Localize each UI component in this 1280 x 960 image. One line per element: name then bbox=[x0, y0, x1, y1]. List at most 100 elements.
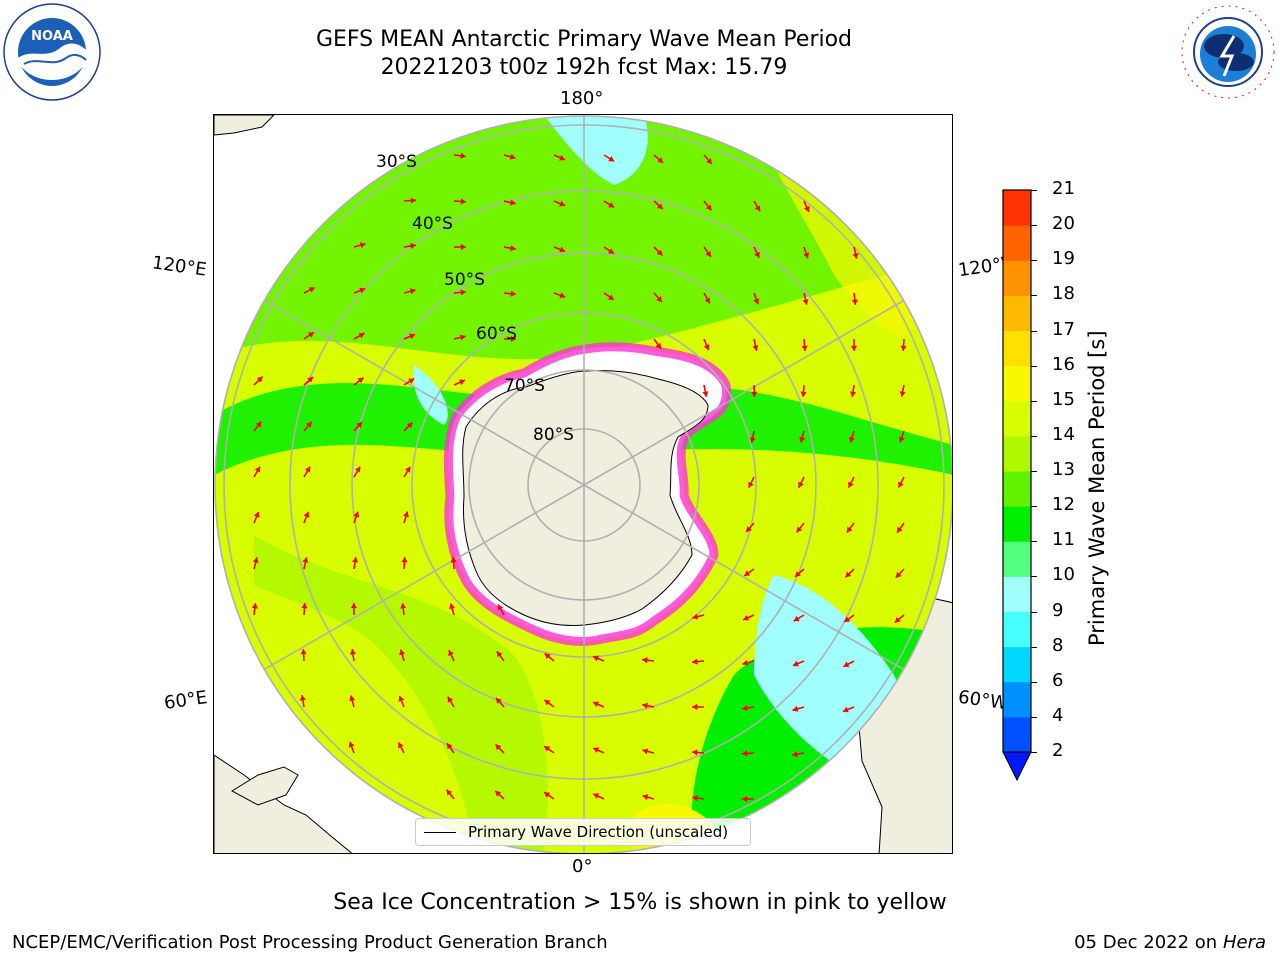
wave-arrow-head bbox=[742, 795, 748, 803]
colorbar-tick-label: 17 bbox=[1052, 318, 1075, 340]
wave-arrow-head bbox=[803, 206, 810, 212]
colorbar-tick-label: 15 bbox=[1052, 388, 1075, 410]
wave-arrow-head bbox=[409, 333, 416, 340]
colorbar-band bbox=[1003, 330, 1031, 367]
wave-arrow-head bbox=[798, 481, 804, 488]
legend-line-swatch bbox=[424, 832, 456, 833]
wave-arrow-head bbox=[510, 290, 516, 297]
sea-ice-caption: Sea Ice Concentration > 15% is shown in … bbox=[333, 890, 947, 915]
wave-arrow-head bbox=[256, 376, 263, 383]
colorbar-tick-label: 12 bbox=[1052, 494, 1075, 516]
map-title: GEFS MEAN Antarctic Primary Wave Mean Pe… bbox=[315, 27, 853, 52]
antarctica bbox=[443, 342, 731, 646]
wave-arrow-head bbox=[848, 481, 854, 488]
wave-arrow-head bbox=[656, 249, 663, 256]
colorbar-band bbox=[1003, 365, 1031, 402]
wave-arrow-head bbox=[842, 706, 849, 713]
wave-arrow-head bbox=[796, 526, 803, 533]
wave-arrow-head bbox=[447, 696, 454, 703]
colorbar-label: Primary Wave Mean Period [s] bbox=[1085, 330, 1109, 646]
lon-label-180: 180° bbox=[560, 88, 604, 109]
wave-direction-arrows bbox=[251, 152, 907, 803]
wave-arrow-head bbox=[898, 481, 904, 488]
legend-label: Primary Wave Direction (unscaled) bbox=[468, 823, 729, 841]
wave-arrow-head bbox=[746, 526, 752, 533]
wave-arrow-head bbox=[408, 378, 415, 384]
lon-label-0: 0° bbox=[572, 856, 593, 877]
wave-arrow-head bbox=[544, 746, 551, 752]
colorbar bbox=[1002, 189, 1032, 782]
wave-arrow-head bbox=[655, 342, 662, 349]
wave-arrow-head bbox=[357, 377, 364, 384]
svg-text:NOAA: NOAA bbox=[31, 29, 73, 44]
wave-arrow-head bbox=[742, 704, 748, 712]
colorbar-tick-label: 6 bbox=[1052, 669, 1064, 691]
wave-arrow-head bbox=[754, 251, 760, 258]
wave-arrow-head bbox=[305, 421, 312, 428]
wave-arrow-head bbox=[302, 557, 309, 563]
wave-arrow-head bbox=[410, 242, 416, 250]
wave-arrow-head bbox=[460, 152, 466, 159]
wave-arrow-head bbox=[403, 511, 409, 518]
wave-arrow-head bbox=[307, 332, 314, 338]
wave-arrow-head bbox=[253, 511, 260, 518]
colorbar-tick-label: 9 bbox=[1052, 599, 1064, 621]
wave-arrow-head bbox=[895, 571, 902, 578]
wave-arrow-head bbox=[559, 200, 566, 207]
wave-arrow-head bbox=[398, 742, 404, 749]
wave-arrow-head bbox=[592, 701, 599, 708]
wave-arrow-head bbox=[544, 653, 551, 660]
wave-arrow-head bbox=[359, 287, 366, 294]
colorbar-tick-mark bbox=[1031, 716, 1037, 718]
wave-arrow-head bbox=[846, 526, 853, 533]
wave-arrow-head bbox=[356, 422, 363, 428]
colorbar-band bbox=[1003, 576, 1031, 612]
wave-arrow-head bbox=[496, 698, 502, 704]
wave-arrow-head bbox=[706, 158, 712, 165]
wave-arrow-head bbox=[448, 650, 454, 657]
wave-arrow-head bbox=[749, 437, 756, 443]
wave-arrow-head bbox=[459, 379, 465, 386]
colorbar-band bbox=[1003, 435, 1031, 472]
wave-arrow-head bbox=[800, 391, 807, 397]
wave-arrow-head bbox=[593, 747, 600, 753]
colorbar-band bbox=[1003, 295, 1031, 331]
map-legend: Primary Wave Direction (unscaled) bbox=[415, 818, 751, 846]
lat-label-30s: 30°S bbox=[376, 152, 417, 172]
wave-arrow-head bbox=[544, 699, 551, 706]
wave-arrow-head bbox=[447, 743, 453, 750]
lat-label-60s: 60°S bbox=[476, 324, 517, 344]
wave-arrow-head bbox=[354, 466, 361, 473]
colorbar-tick-mark bbox=[1031, 295, 1037, 297]
wave-arrow-head bbox=[899, 391, 906, 397]
polar-map bbox=[214, 115, 952, 853]
wave-arrow-head bbox=[801, 345, 808, 351]
wave-arrow-head bbox=[642, 748, 649, 755]
wave-arrow-head bbox=[510, 245, 516, 252]
wave-arrow-head bbox=[843, 661, 850, 667]
lat-label-80s: 80°S bbox=[533, 425, 574, 445]
wave-arrow-head bbox=[852, 253, 859, 259]
wave-arrow-head bbox=[849, 391, 857, 397]
colorbar-tick-label: 4 bbox=[1052, 704, 1064, 726]
wave-arrow-head bbox=[254, 466, 261, 473]
wave-arrow-head bbox=[607, 294, 614, 300]
wave-arrow-head bbox=[559, 246, 566, 253]
colorbar-tick-label: 18 bbox=[1052, 283, 1075, 305]
colorbar-tick-mark bbox=[1031, 752, 1037, 753]
wave-arrow-head bbox=[692, 703, 698, 711]
colorbar-band bbox=[1003, 716, 1031, 753]
wave-arrow-head bbox=[656, 296, 662, 303]
wave-arrow-head bbox=[845, 571, 852, 578]
wave-arrow-head bbox=[401, 557, 408, 563]
wave-arrow-head bbox=[459, 334, 466, 341]
colorbar-tick-label: 19 bbox=[1052, 248, 1075, 270]
colorbar-tick-mark bbox=[1031, 506, 1037, 508]
wave-arrow-head bbox=[705, 204, 712, 211]
colorbar-tick-mark bbox=[1031, 190, 1037, 191]
wave-arrow-head bbox=[351, 557, 359, 563]
wave-arrow-head bbox=[851, 299, 858, 305]
colorbar-tick-mark bbox=[1031, 471, 1037, 472]
wave-arrow-head bbox=[608, 202, 615, 208]
footer-date-text: 05 Dec 2022 on bbox=[1074, 932, 1218, 953]
